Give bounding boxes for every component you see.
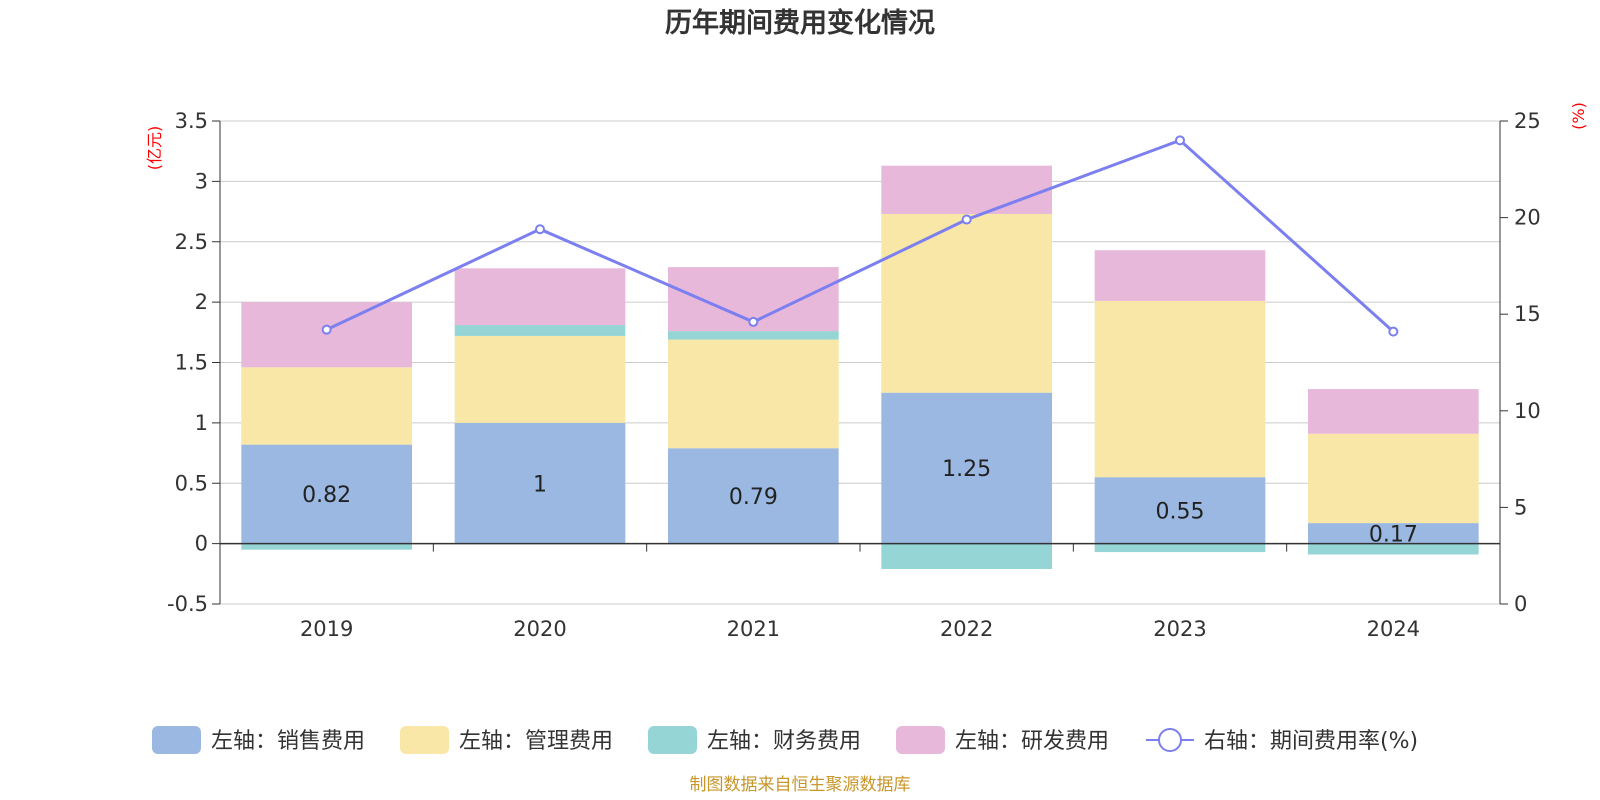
bar-segment [881, 165, 1052, 214]
bar-segment [881, 213, 1052, 393]
legend-swatch [896, 726, 945, 754]
sales-expense-label: 1.25 [942, 457, 991, 482]
bar-segment [668, 331, 839, 340]
bar-segment [1308, 433, 1479, 524]
bar-segment [668, 448, 839, 544]
right-axis-tick-label: 10 [1514, 399, 1541, 423]
label-layer: 0.82 1 0.79 1.25 0.55 0.17 [302, 457, 1418, 547]
x-axis-tick-label: 2023 [1153, 617, 1206, 641]
right-axis-tick-label: 0 [1514, 592, 1527, 616]
bar-segment [881, 543, 1052, 569]
bar-segment [1094, 300, 1266, 478]
bar-segment [1308, 543, 1479, 555]
line-layer [321, 135, 1399, 337]
x-axis-tick-label: 2021 [727, 617, 780, 641]
left-axis-tick-label: 1.5 [175, 351, 208, 375]
chart-title: 历年期间费用变化情况 [665, 7, 935, 39]
legend-swatch [400, 726, 449, 754]
left-axis-tick-label: 0.5 [175, 471, 208, 495]
bar-segment [241, 302, 412, 368]
legend-label: 右轴：期间费用率(%) [1204, 729, 1418, 754]
left-axis-tick-label: 3 [195, 169, 208, 193]
expense-rate-point [321, 324, 332, 335]
bar-segment [1094, 250, 1266, 301]
bar-segment [1308, 389, 1479, 434]
legend-swatch [152, 726, 201, 754]
left-axis-tick-label: 3.5 [175, 109, 208, 133]
bar-segment [241, 543, 412, 550]
x-axis-tick-label: 2024 [1367, 617, 1420, 641]
left-axis-tick-label: -0.5 [167, 592, 208, 616]
bar-segment [454, 268, 626, 326]
bar-segment [454, 325, 626, 336]
bar-segment [454, 335, 626, 423]
expense-rate-point [535, 224, 545, 235]
bar-segment [1094, 477, 1266, 544]
axis-layer: -0.5 0 0.5 1 1.5 2 2.5 3 3.5 0 5 10 15 20 25 (亿元) (%) 201… [145, 102, 1588, 641]
right-axis-tick-label: 15 [1514, 302, 1541, 326]
legend-swatch [648, 726, 697, 754]
right-axis-unit: (%) [1569, 102, 1588, 130]
bar-segment [1308, 523, 1479, 544]
legend-label: 左轴：研发费用 [955, 729, 1109, 754]
legend-label: 左轴：管理费用 [459, 729, 613, 754]
x-axis-tick-label: 2022 [940, 617, 993, 641]
legend-label: 左轴：财务费用 [707, 729, 861, 754]
left-axis-tick-label: 0 [195, 532, 208, 556]
legend-marker [1158, 728, 1182, 752]
sales-expense-label: 0.82 [302, 483, 351, 508]
bar-segment [241, 367, 412, 445]
expense-rate-point [748, 316, 759, 327]
right-axis-tick-label: 20 [1514, 206, 1541, 230]
x-axis-tick-label: 2019 [300, 617, 353, 641]
left-axis-tick-label: 2 [195, 290, 208, 314]
bar-segment [454, 422, 626, 544]
right-axis-tick-label: 25 [1514, 109, 1541, 133]
source-note: 制图数据来自恒生聚源数据库 [690, 775, 911, 795]
sales-expense-label: 0.55 [1156, 499, 1205, 524]
bar-segment [241, 444, 412, 544]
x-axis-tick-label: 2020 [513, 617, 566, 641]
sales-expense-label: 0.17 [1369, 522, 1418, 547]
expense-rate-line [326, 138, 1395, 333]
expense-rate-point [1388, 326, 1399, 337]
sales-expense-label: 1 [533, 472, 547, 497]
right-axis-tick-label: 5 [1514, 495, 1527, 519]
bar-segment [881, 392, 1052, 544]
expense-rate-point [961, 214, 972, 225]
bar-segment [1094, 543, 1266, 553]
expense-rate-point [1175, 135, 1185, 146]
left-axis-tick-label: 2.5 [175, 230, 208, 254]
legend-label: 左轴：销售费用 [211, 729, 365, 754]
left-axis-tick-label: 1 [195, 411, 208, 435]
sales-expense-label: 0.79 [729, 485, 778, 510]
legend: 左轴：销售费用 左轴：管理费用 左轴：财务费用 左轴：研发费用 右轴：期间费用率(%) [152, 726, 1418, 754]
bar-segment [668, 339, 839, 449]
bar-layer [241, 165, 1479, 569]
left-axis-unit: (亿元) [145, 126, 164, 171]
